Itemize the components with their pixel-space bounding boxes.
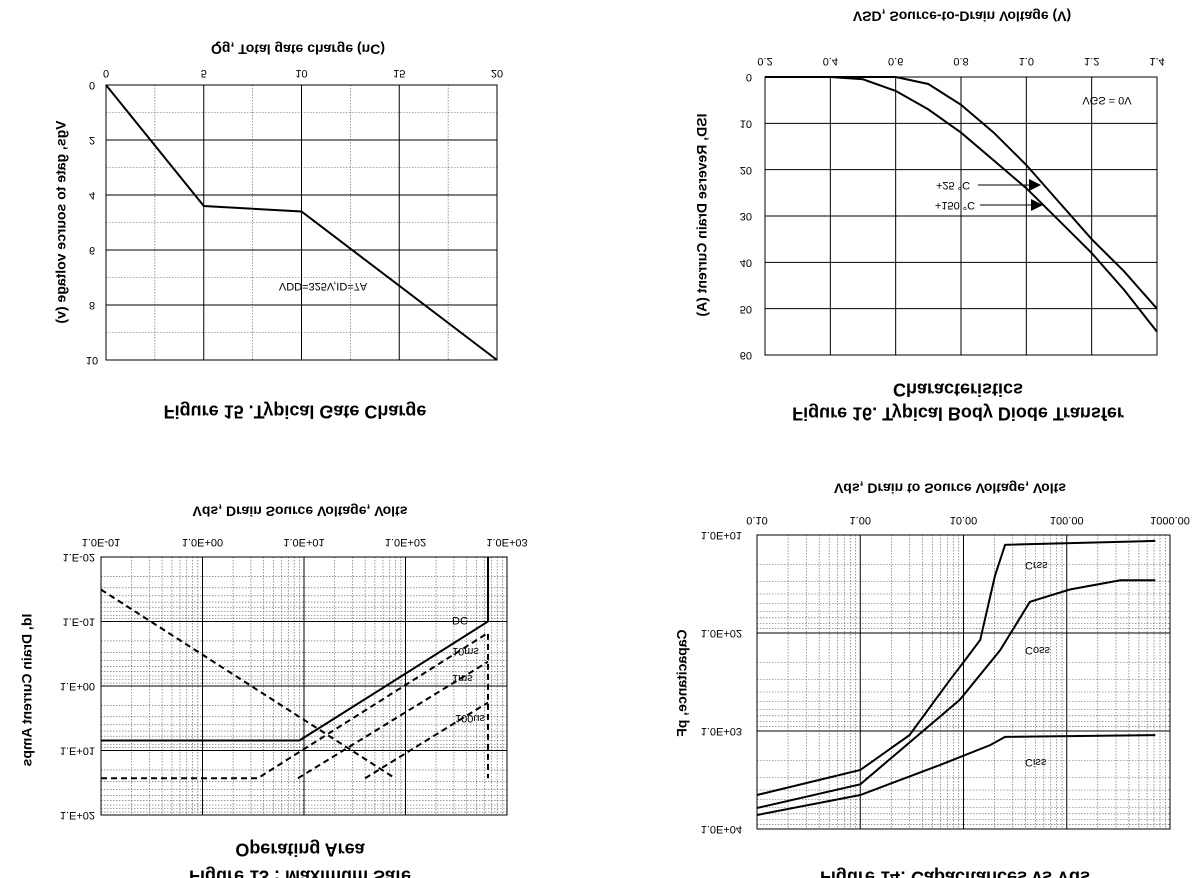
- x-tick-label: 1.0E+01: [283, 536, 324, 548]
- y-tick-label: 2: [89, 134, 95, 146]
- x-tick-label: 20: [491, 67, 503, 79]
- y-tick-label: 4: [89, 189, 95, 201]
- x-tick-label: 1.0E-01: [82, 536, 121, 548]
- series-label: 1ms: [452, 672, 473, 684]
- y-tick-label: 1.E+02: [60, 809, 95, 821]
- series-line: [101, 557, 489, 742]
- x-tick-label: 15: [393, 67, 405, 79]
- arrow-head: [1031, 199, 1043, 211]
- y-tick-label: 1.E-01: [63, 616, 95, 628]
- series-line: [297, 660, 489, 780]
- x-tick-label: 10: [295, 67, 307, 79]
- y-tick-label: 6: [89, 244, 95, 256]
- chart-title: Characteristics: [893, 379, 1023, 399]
- chart-title: Operating Area: [235, 839, 365, 859]
- y-axis-label: Vgs, gate to source voltage (v): [53, 120, 69, 323]
- chart-title: Figure 14: Capacitances vs Vds: [820, 867, 1090, 878]
- series-line: [100, 588, 396, 780]
- series-label: Crss: [1025, 559, 1048, 571]
- x-tick-label: 1000.00: [1150, 514, 1190, 526]
- series-line: [101, 631, 489, 780]
- x-tick-label: 1.0: [1019, 55, 1034, 67]
- x-tick-label: 0.4: [823, 55, 838, 67]
- x-axis-label: VSD, Source-to-Drain Voltage (V): [853, 8, 1071, 24]
- y-tick-label: 10: [740, 117, 752, 129]
- y-tick-label: 20: [740, 164, 752, 176]
- x-tick-label: 0.8: [953, 55, 968, 67]
- plot-frame: [756, 534, 1171, 830]
- x-tick-label: 0.10: [746, 514, 767, 526]
- series-line: [364, 701, 489, 780]
- y-tick-label: 10: [86, 354, 98, 366]
- series-line: [756, 734, 1156, 816]
- x-tick-label: 1.0E+03: [486, 536, 527, 548]
- x-tick-label: 1.0E+00: [182, 536, 223, 548]
- y-tick-label: 1.E+01: [60, 745, 95, 757]
- x-axis-label: Qg, Total gate charge (nC): [211, 41, 385, 57]
- annotation: VDD=325V,ID=7A: [279, 280, 368, 292]
- y-tick-label: 1.0E+01: [701, 529, 742, 541]
- x-tick-label: 100.00: [1050, 514, 1084, 526]
- y-tick-label: 0: [746, 71, 752, 83]
- y-tick-label: 1.E-02: [63, 551, 95, 563]
- x-tick-label: 1.00: [850, 514, 871, 526]
- y-axis-label: Capacitance, pF: [674, 629, 690, 737]
- y-tick-label: 50: [740, 303, 752, 315]
- chart-title: Figure 16. Typical Body Diode Transfer: [792, 403, 1124, 423]
- y-tick-label: 1.0E+03: [701, 725, 742, 737]
- series-line: [756, 539, 1156, 796]
- y-tick-label: 1.0E+04: [701, 823, 742, 835]
- y-tick-label: 40: [740, 256, 752, 268]
- series-line: [765, 76, 1158, 333]
- annotation: VGS = 0V: [1082, 94, 1132, 106]
- y-tick-label: 60: [740, 349, 752, 361]
- annotation: +25 °C: [936, 179, 970, 191]
- y-tick-label: 8: [89, 299, 95, 311]
- y-axis-label: Id, Drain Current Amps: [19, 614, 35, 767]
- chart-title: Figure 15 .Typical Gate Charge: [164, 401, 427, 421]
- y-tick-label: 0: [89, 79, 95, 91]
- series-line: [105, 84, 498, 361]
- x-tick-label: 0.6: [888, 55, 903, 67]
- x-tick-label: 1.4: [1149, 55, 1164, 67]
- x-axis-label: Vds, Drain Source Voltage, Volts: [193, 503, 408, 519]
- x-tick-label: 0: [103, 67, 109, 79]
- series-label: DC: [452, 614, 468, 626]
- annotation: +150 °C: [935, 199, 975, 211]
- x-tick-label: 5: [201, 67, 207, 79]
- x-tick-label: 1.0E+02: [385, 536, 426, 548]
- series-label: Coss: [1025, 644, 1051, 656]
- arrow-head: [1029, 179, 1041, 191]
- plot-frame: [105, 84, 498, 361]
- x-axis-label: Vds, Drain to Source Voltage, Volts: [834, 480, 1066, 496]
- plot-frame: [100, 556, 508, 816]
- y-axis-label: ISD, Reverse Drain Current (A): [694, 113, 710, 316]
- plot-frame: [764, 76, 1158, 356]
- chart-title: Figure 13 : Maximum Safe: [189, 866, 411, 878]
- y-tick-label: 30: [740, 210, 752, 222]
- x-tick-label: 10.00: [950, 514, 978, 526]
- y-tick-label: 1.E+00: [60, 680, 95, 692]
- series-label: 10ms: [452, 645, 479, 657]
- series-line: [756, 579, 1156, 809]
- x-tick-label: 0.2: [757, 55, 772, 67]
- y-tick-label: 1.0E+02: [701, 627, 742, 639]
- series-line: [765, 76, 1158, 310]
- x-tick-label: 1.2: [1084, 55, 1099, 67]
- series-label: Ciss: [1025, 756, 1047, 768]
- series-label: 100us: [455, 712, 485, 724]
